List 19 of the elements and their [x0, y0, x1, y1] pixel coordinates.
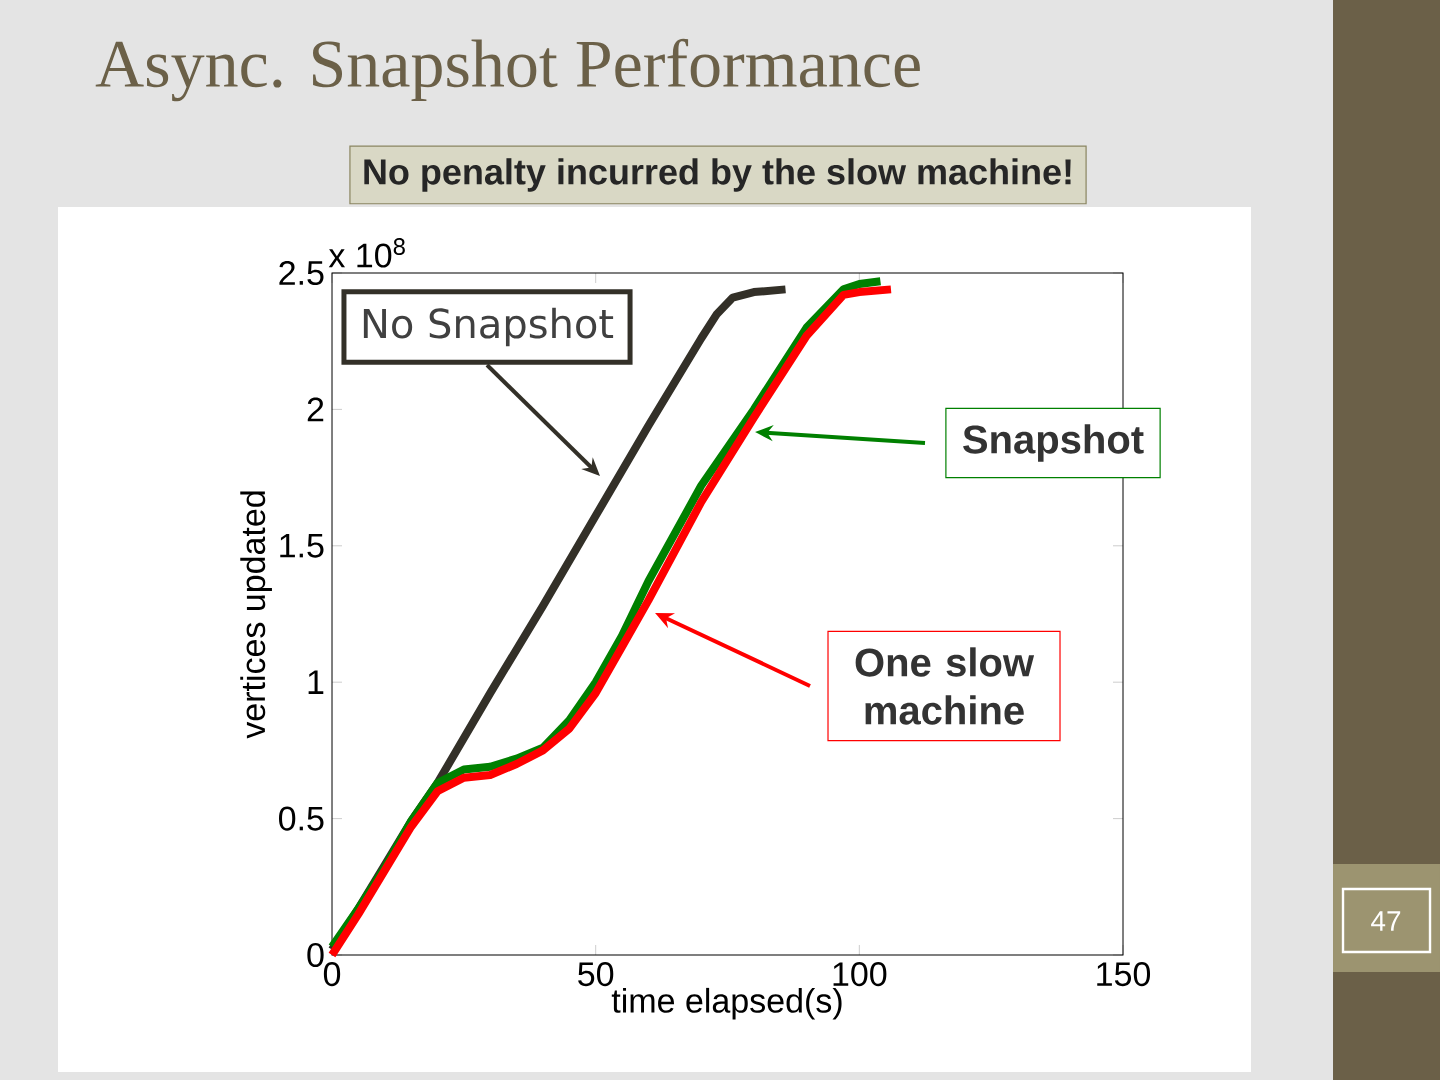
y-tick-label: 0	[307, 942, 324, 968]
y-tick-label: 2	[307, 397, 324, 422]
y-tick-label: 1.5	[280, 533, 324, 558]
x-tick-label: 150	[1097, 962, 1151, 987]
x-tick-label: 100	[833, 962, 887, 987]
y-tick-label: 1	[308, 670, 324, 694]
chart-title: Async. Snapshot Performance	[95, 38, 920, 102]
series-label: No Snapshot	[363, 307, 614, 347]
text: x 10$^{8}$	[328, 238, 405, 268]
x-tick-label: 50	[578, 962, 614, 987]
legend-label: One slow machine	[855, 647, 1035, 725]
y-tick-label: 2.5	[279, 260, 324, 286]
text: No penalty incurred by the slow machine!	[364, 158, 1071, 192]
text: 47	[1371, 911, 1401, 931]
y-tick-label: 0.5	[279, 806, 324, 831]
legend-label: Snapshot	[963, 424, 1144, 462]
x-axis-title: time elapsed(s)	[611, 987, 842, 1020]
x-tick-label: 0	[323, 962, 341, 987]
y-axis-title: vertices updated	[240, 491, 272, 739]
